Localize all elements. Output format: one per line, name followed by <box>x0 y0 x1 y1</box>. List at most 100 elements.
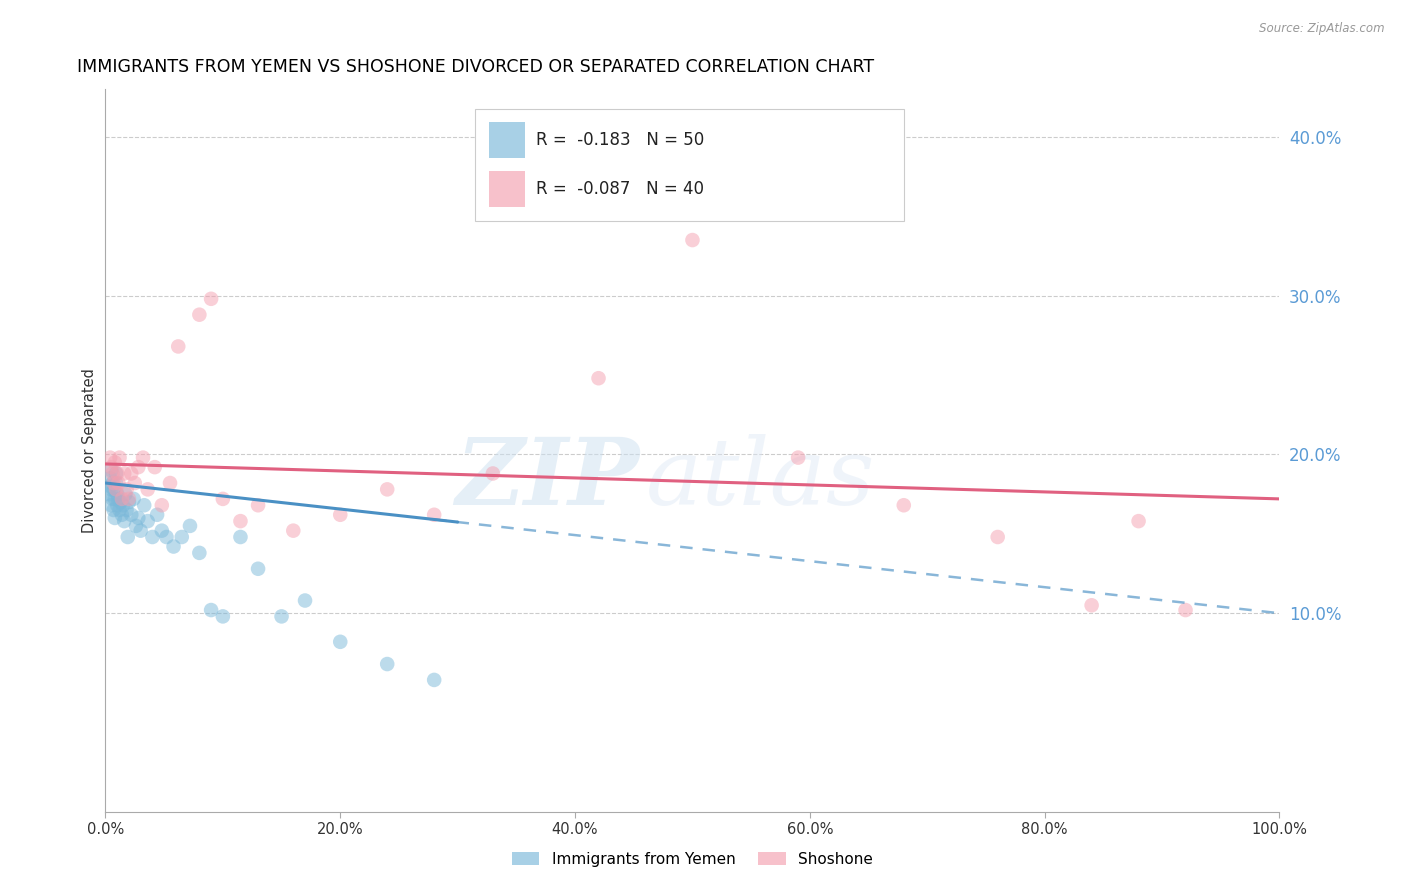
Point <box>108 450 131 465</box>
Point <box>124 475 146 490</box>
Point <box>122 491 145 506</box>
Point <box>105 498 128 512</box>
Point <box>247 498 270 512</box>
Point <box>112 514 135 528</box>
Point <box>159 475 181 490</box>
Point <box>136 514 159 528</box>
Text: IMMIGRANTS FROM YEMEN VS SHOSHONE DIVORCED OR SEPARATED CORRELATION CHART: IMMIGRANTS FROM YEMEN VS SHOSHONE DIVORC… <box>77 58 875 76</box>
Point <box>125 519 148 533</box>
Point <box>188 308 211 322</box>
Point <box>127 511 149 525</box>
Point <box>98 471 121 485</box>
Point <box>120 467 142 481</box>
Point <box>229 514 252 528</box>
Point <box>270 609 292 624</box>
Point <box>100 460 122 475</box>
Point <box>170 530 193 544</box>
Point <box>188 546 211 560</box>
Point <box>108 503 131 517</box>
Point <box>423 673 446 687</box>
Point <box>141 530 163 544</box>
Point <box>127 460 149 475</box>
Point <box>107 491 129 506</box>
Point <box>229 530 252 544</box>
Point <box>146 508 169 522</box>
Text: Source: ZipAtlas.com: Source: ZipAtlas.com <box>1260 22 1385 36</box>
Point <box>167 339 190 353</box>
Point <box>1128 514 1150 528</box>
Point <box>103 475 125 490</box>
Point <box>120 508 142 522</box>
Point <box>155 530 177 544</box>
Point <box>1174 603 1197 617</box>
Point <box>105 467 128 481</box>
Point <box>893 498 915 512</box>
Bar <box>489 122 524 158</box>
Point <box>211 491 233 506</box>
Point <box>150 524 173 538</box>
Point <box>101 467 124 481</box>
Text: R =  -0.183   N = 50: R = -0.183 N = 50 <box>536 131 704 149</box>
Text: ZIP: ZIP <box>456 434 640 524</box>
FancyBboxPatch shape <box>475 109 904 220</box>
Point <box>104 455 127 469</box>
Point <box>200 292 222 306</box>
Point <box>103 483 125 497</box>
Point <box>1080 599 1102 613</box>
Point <box>115 483 138 497</box>
Point <box>98 487 121 501</box>
Point <box>787 450 810 465</box>
Point <box>105 487 128 501</box>
Point <box>112 467 135 481</box>
Point <box>143 460 166 475</box>
Point <box>329 508 352 522</box>
Point <box>179 519 201 533</box>
Text: R =  -0.087   N = 40: R = -0.087 N = 40 <box>536 180 704 198</box>
Point <box>117 530 139 544</box>
Point <box>115 503 138 517</box>
Point <box>118 491 141 506</box>
Point <box>100 483 122 497</box>
Point <box>129 524 152 538</box>
Point <box>98 450 121 465</box>
Point <box>200 603 222 617</box>
Point <box>329 635 352 649</box>
Point <box>294 593 316 607</box>
Point <box>588 371 610 385</box>
Point <box>114 487 136 501</box>
Point <box>211 609 233 624</box>
Point <box>375 657 398 671</box>
Point <box>104 511 127 525</box>
Point <box>112 498 135 512</box>
Point <box>482 467 505 481</box>
Point <box>104 491 127 506</box>
Point <box>100 498 122 512</box>
Point <box>110 495 132 509</box>
Point <box>111 508 134 522</box>
Point <box>103 503 125 517</box>
Point <box>101 475 124 490</box>
Point <box>423 508 446 522</box>
Point <box>100 463 122 477</box>
Point <box>134 498 156 512</box>
Point <box>105 483 128 497</box>
Point <box>283 524 305 538</box>
Point <box>375 483 398 497</box>
Point <box>105 475 128 490</box>
Point <box>162 540 184 554</box>
Point <box>987 530 1010 544</box>
Point <box>681 233 703 247</box>
Legend: Immigrants from Yemen, Shoshone: Immigrants from Yemen, Shoshone <box>506 846 879 872</box>
Point <box>136 483 159 497</box>
Point <box>247 562 270 576</box>
Point <box>118 495 141 509</box>
Text: atlas: atlas <box>645 434 875 524</box>
Point <box>98 479 121 493</box>
Point <box>150 498 173 512</box>
Point <box>101 491 124 506</box>
Y-axis label: Divorced or Separated: Divorced or Separated <box>82 368 97 533</box>
Point <box>111 491 134 506</box>
Point <box>132 450 155 465</box>
Bar <box>489 171 524 207</box>
Point <box>107 475 129 490</box>
